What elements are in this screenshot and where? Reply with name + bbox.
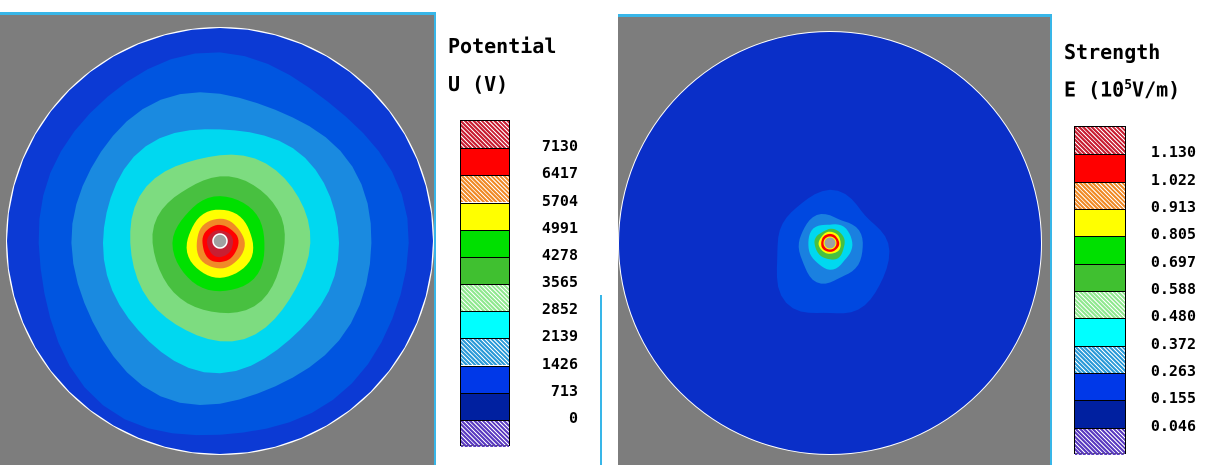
legend-swatch bbox=[461, 121, 509, 149]
strength-center-electrode bbox=[823, 236, 837, 250]
potential-contour-plot bbox=[0, 12, 436, 465]
legend-level-label: 0.588 bbox=[1150, 280, 1196, 298]
legend-swatch bbox=[1075, 127, 1125, 155]
potential-legend-edge bbox=[600, 295, 602, 465]
legend-swatch bbox=[461, 148, 509, 176]
strength-contour-svg bbox=[618, 31, 1042, 455]
legend-swatch bbox=[1075, 263, 1125, 291]
strength-unit-prefix: E (10 bbox=[1064, 77, 1125, 102]
legend-swatch bbox=[1075, 373, 1125, 401]
legend-level-label: 1.130 bbox=[1150, 143, 1196, 162]
potential-legend-unit: U (V) bbox=[448, 72, 509, 96]
legend-level-label: 6417 bbox=[541, 164, 578, 183]
legend-swatch bbox=[1075, 318, 1125, 346]
legend-swatch bbox=[1075, 345, 1125, 373]
legend-level-label: 1426 bbox=[541, 354, 578, 373]
potential-color-scale bbox=[460, 120, 510, 447]
legend-swatch bbox=[1075, 209, 1125, 237]
legend-swatch bbox=[461, 175, 509, 203]
potential-contour-svg bbox=[6, 27, 434, 455]
legend-level-label: 1.022 bbox=[1150, 170, 1196, 189]
strength-legend: Strength E (105V/m) 1.130 1.022 0.913 0.805… bbox=[1054, 14, 1216, 465]
legend-swatch bbox=[1075, 400, 1125, 428]
potential-panel: Potential U (V) 7130 6417 5704 4991 4278 3565… bbox=[0, 0, 605, 465]
legend-level-label: 5704 bbox=[541, 191, 578, 210]
legend-swatch bbox=[461, 229, 509, 257]
potential-center-electrode bbox=[212, 233, 228, 249]
legend-level-label: 0.155 bbox=[1150, 389, 1196, 408]
legend-level-label: 0.480 bbox=[1150, 307, 1196, 326]
legend-level-label: 3565 bbox=[541, 273, 578, 291]
legend-swatch bbox=[461, 311, 509, 339]
legend-level-label: 713 bbox=[550, 381, 578, 400]
legend-swatch bbox=[461, 419, 509, 447]
legend-level-label: 0.046 bbox=[1150, 416, 1196, 435]
strength-panel: Strength E (105V/m) 1.130 1.022 0.913 0.805… bbox=[618, 0, 1216, 465]
strength-color-scale bbox=[1074, 126, 1126, 455]
legend-level-label: 7130 bbox=[541, 137, 578, 156]
legend-swatch bbox=[461, 202, 509, 230]
legend-swatch bbox=[461, 338, 509, 366]
strength-legend-unit: E (105V/m) bbox=[1064, 74, 1180, 102]
legend-swatch bbox=[1075, 236, 1125, 264]
legend-level-label: 0.913 bbox=[1150, 198, 1196, 216]
legend-swatch bbox=[461, 284, 509, 312]
legend-swatch bbox=[1075, 181, 1125, 209]
legend-swatch bbox=[461, 365, 509, 393]
legend-level-label: 4278 bbox=[541, 245, 578, 264]
legend-level-label: 2852 bbox=[541, 300, 578, 319]
legend-swatch bbox=[461, 256, 509, 284]
legend-swatch bbox=[1075, 154, 1125, 182]
legend-level-label: 0 bbox=[568, 408, 578, 427]
strength-unit-suffix: V/m) bbox=[1132, 77, 1181, 102]
legend-swatch bbox=[1075, 291, 1125, 319]
legend-swatch bbox=[461, 392, 509, 420]
legend-level-label: 2139 bbox=[541, 327, 578, 346]
strength-legend-title: Strength bbox=[1064, 40, 1161, 64]
potential-legend-title: Potential bbox=[448, 34, 557, 58]
legend-level-label: 0.697 bbox=[1150, 252, 1196, 271]
legend-level-label: 4991 bbox=[541, 218, 578, 237]
potential-legend: Potential U (V) 7130 6417 5704 4991 4278 3565… bbox=[438, 12, 600, 465]
legend-level-label: 0.263 bbox=[1150, 362, 1196, 380]
legend-level-label: 0.372 bbox=[1150, 334, 1196, 353]
strength-unit-exponent: 5 bbox=[1124, 78, 1133, 93]
strength-contour-plot bbox=[618, 14, 1052, 465]
legend-swatch bbox=[1075, 427, 1125, 455]
legend-level-label: 0.805 bbox=[1150, 225, 1196, 244]
